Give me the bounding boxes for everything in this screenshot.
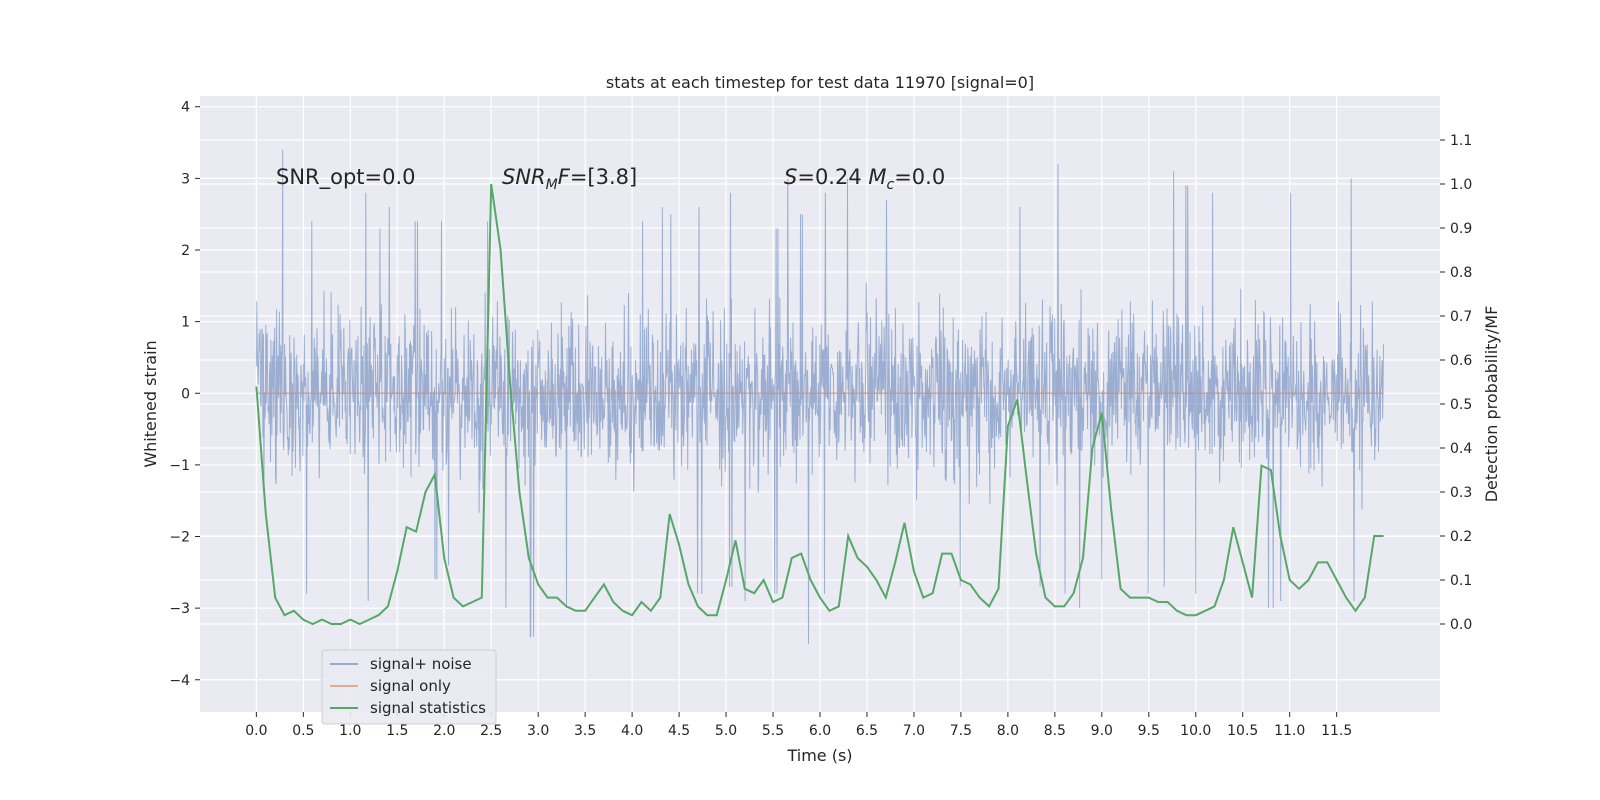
- x-tick-label: 1.0: [339, 723, 361, 739]
- y-tick-label: −1: [169, 458, 190, 474]
- y2-tick-label: 0.0: [1450, 617, 1472, 633]
- x-tick-label: 7.0: [903, 723, 925, 739]
- y2-tick-label: 1.0: [1450, 177, 1472, 193]
- x-tick-label: 3.5: [574, 723, 596, 739]
- x-tick-label: 4.5: [668, 723, 690, 739]
- x-tick-label: 8.5: [1044, 723, 1066, 739]
- y-tick-label: 4: [181, 100, 190, 116]
- y2-tick-label: 0.5: [1450, 397, 1472, 413]
- y-tick-label: 2: [181, 243, 190, 259]
- y-tick-label: 3: [181, 171, 190, 187]
- x-tick-label: 2.5: [480, 723, 502, 739]
- x-tick-label: 6.5: [856, 723, 878, 739]
- legend: signal+ noise signal only signal statist…: [321, 649, 497, 725]
- signal-statistics-series: [255, 183, 1384, 626]
- y2-tick-label: 0.1: [1450, 573, 1472, 589]
- x-tick-label: 10.5: [1227, 723, 1258, 739]
- y2-tick-label: 0.4: [1450, 441, 1472, 457]
- signal-statistics-line: [255, 183, 1384, 626]
- y2-tick-label: 0.9: [1450, 221, 1472, 237]
- legend-label-signal-only: signal only: [370, 677, 451, 695]
- y2-axis-ticks: 0.0 0.1 0.2 0.3 0.4 0.5 0.6 0.7 0.8 0.9 1.0 1.1: [1440, 133, 1472, 633]
- x-tick-label: 9.0: [1091, 723, 1113, 739]
- x-tick-label: 4.0: [621, 723, 643, 739]
- x-tick-label: 0.0: [245, 723, 267, 739]
- y-tick-label: −3: [169, 601, 190, 617]
- x-tick-label: 5.5: [762, 723, 784, 739]
- y-tick-label: 0: [181, 386, 190, 402]
- y-tick-label: 1: [181, 315, 190, 331]
- signal-noise-line: [255, 149, 1385, 645]
- x-axis-ticks: 0.0 0.5 1.0 1.5 2.0 2.5 3.0 3.5 4.0 4.5 5.0 5.5 6.0 6…: [245, 712, 1352, 739]
- x-tick-label: 5.0: [715, 723, 737, 739]
- x-tick-label: 3.0: [527, 723, 549, 739]
- x-tick-label: 10.0: [1180, 723, 1211, 739]
- x-tick-label: 1.5: [386, 723, 408, 739]
- gridlines: [200, 96, 1440, 712]
- chart-title: stats at each timestep for test data 119…: [606, 73, 1034, 92]
- x-tick-label: 11.5: [1321, 723, 1352, 739]
- x-tick-label: 6.0: [809, 723, 831, 739]
- y2-axis-label: Detection probability/MF: [1482, 306, 1501, 503]
- x-tick-label: 7.5: [950, 723, 972, 739]
- y-tick-label: −2: [169, 530, 190, 546]
- annotation-snr-mf: SNRMF=[3.8]: [502, 165, 637, 193]
- y2-tick-label: 1.1: [1450, 133, 1472, 149]
- annotation-s-mc: S=0.24 Mc=0.0: [784, 165, 945, 193]
- x-tick-label: 8.0: [997, 723, 1019, 739]
- signal-noise-series: [255, 149, 1385, 645]
- annotation-snr-opt: SNR_opt=0.0: [276, 165, 416, 190]
- x-tick-label: 2.0: [433, 723, 455, 739]
- y2-tick-label: 0.3: [1450, 485, 1472, 501]
- legend-box: [321, 649, 497, 725]
- legend-label-signal-noise: signal+ noise: [370, 655, 472, 673]
- legend-label-signal-statistics: signal statistics: [370, 699, 486, 717]
- y2-tick-label: 0.2: [1450, 529, 1472, 545]
- y2-tick-label: 0.8: [1450, 265, 1472, 281]
- x-axis-label: Time (s): [786, 746, 852, 765]
- x-tick-label: 0.5: [292, 723, 314, 739]
- y2-tick-label: 0.7: [1450, 309, 1472, 325]
- x-tick-label: 11.0: [1274, 723, 1305, 739]
- x-tick-label: 9.5: [1138, 723, 1160, 739]
- y-axis-label: Whitened strain: [141, 340, 160, 467]
- y-tick-label: −4: [169, 673, 190, 689]
- y-axis-ticks: −4 −3 −2 −1 0 1 2 3 4: [169, 100, 200, 689]
- y2-tick-label: 0.6: [1450, 353, 1472, 369]
